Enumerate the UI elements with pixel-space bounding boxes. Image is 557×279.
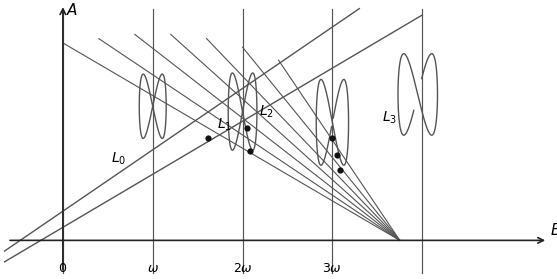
Text: $L_3$: $L_3$: [382, 110, 397, 126]
Text: $L_2$: $L_2$: [259, 104, 273, 120]
Text: $ω$: $ω$: [147, 262, 159, 275]
Text: $B$: $B$: [550, 222, 557, 238]
Text: $A$: $A$: [66, 2, 78, 18]
Text: $3ω$: $3ω$: [323, 262, 343, 275]
Text: $L_1$: $L_1$: [217, 116, 232, 133]
Text: $L_0$: $L_0$: [111, 151, 126, 167]
Text: $2ω$: $2ω$: [233, 262, 252, 275]
Text: $0$: $0$: [58, 262, 67, 275]
